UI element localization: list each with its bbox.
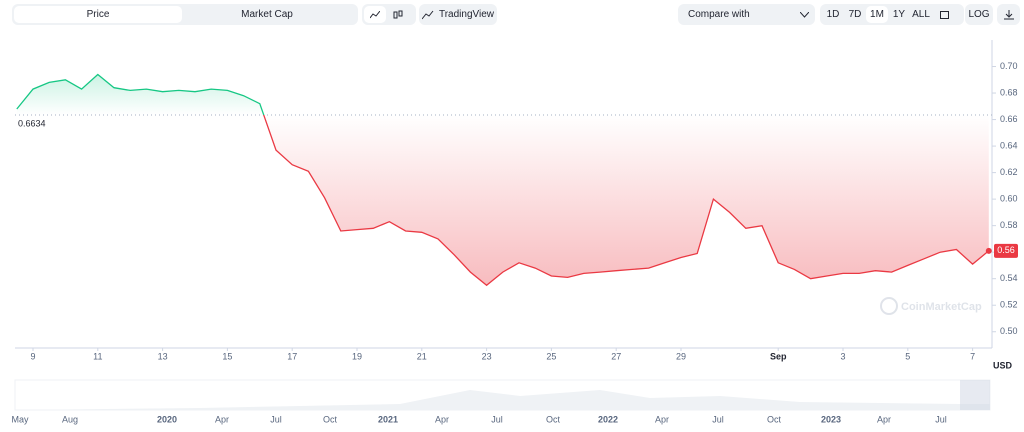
y-tick-label: 0.62 xyxy=(1000,167,1018,177)
range-button[interactable]: ALL xyxy=(912,9,930,20)
y-tick-label: 0.52 xyxy=(1000,300,1018,310)
navigator-label: Apr xyxy=(877,414,891,424)
y-tick-label: 0.50 xyxy=(1000,326,1018,336)
price-tag-label: 0.56 xyxy=(997,245,1015,255)
x-tick-label: 19 xyxy=(352,351,362,361)
navigator-label: Apr xyxy=(655,414,669,424)
navigator-label: Oct xyxy=(323,414,338,424)
x-tick-label: 17 xyxy=(287,351,297,361)
x-tick-label: 5 xyxy=(905,351,910,361)
area-fill xyxy=(16,74,989,286)
navigator-label: Oct xyxy=(767,414,782,424)
icon xyxy=(1003,9,1014,19)
x-tick-label: 13 xyxy=(158,351,168,361)
chart-style-group xyxy=(362,4,416,25)
candle-style-button[interactable] xyxy=(386,6,410,23)
x-tick-label: 9 xyxy=(30,351,35,361)
compare-select[interactable]: Compare with xyxy=(678,4,815,25)
x-tick-label: 21 xyxy=(417,351,427,361)
download-button[interactable] xyxy=(997,4,1020,25)
icon xyxy=(393,10,403,18)
select-label: Compare with xyxy=(688,9,750,20)
range-button[interactable]: 1Y xyxy=(892,9,906,20)
navigator-label: Jul xyxy=(712,414,724,424)
navigator-label: Oct xyxy=(546,414,561,424)
watermark-text: CoinMarketCap xyxy=(901,301,982,313)
x-tick-label: 23 xyxy=(482,351,492,361)
tab[interactable]: Market Cap xyxy=(241,9,293,20)
navigator-label: May xyxy=(11,414,29,424)
y-tick-label: 0.58 xyxy=(1000,220,1018,230)
icon xyxy=(939,11,949,19)
tab[interactable]: Price xyxy=(14,6,182,23)
watermark: CoinMarketCap xyxy=(880,297,982,315)
icon xyxy=(800,11,809,18)
navigator-label: Aug xyxy=(62,414,78,424)
navigator-label: Jul xyxy=(270,414,282,424)
navigator-label: Apr xyxy=(435,414,449,424)
navigator-label: Jul xyxy=(935,414,947,424)
range-button[interactable]: 1D xyxy=(826,9,840,20)
navigator-label: 2022 xyxy=(598,414,618,424)
range-button[interactable]: 1M xyxy=(866,6,888,23)
calendar-button[interactable] xyxy=(932,6,956,23)
tradingview-button[interactable]: TradingView xyxy=(419,4,497,25)
x-tick-label: 27 xyxy=(611,351,621,361)
range-group: 1D 7D 1M 1Y ALL xyxy=(820,4,964,25)
x-tick-label: Sep xyxy=(770,351,787,361)
navigator-label: Apr xyxy=(215,414,229,424)
price-tag xyxy=(994,243,1018,258)
price-line xyxy=(16,73,990,287)
log-button[interactable]: LOG xyxy=(965,4,993,25)
y-tick-label: 0.60 xyxy=(1000,194,1018,204)
navigator-window[interactable] xyxy=(960,380,990,410)
x-tick-label: 29 xyxy=(676,351,686,361)
y-tick-label: 0.66 xyxy=(1000,114,1018,124)
range-button[interactable]: 7D xyxy=(848,9,862,20)
navigator-label: 2021 xyxy=(378,414,398,424)
tab-group: Price Market Cap xyxy=(12,4,358,25)
icon xyxy=(421,10,434,19)
navigator-label: 2023 xyxy=(821,414,841,424)
baseline-label: 0.6634 xyxy=(18,118,46,128)
x-tick-label: 7 xyxy=(970,351,975,361)
y-tick-label: 0.64 xyxy=(1000,140,1018,150)
x-tick-label: 25 xyxy=(546,351,556,361)
x-tick-label: 15 xyxy=(222,351,232,361)
y-tick-label: 0.70 xyxy=(1000,61,1018,71)
last-point xyxy=(985,247,992,254)
icon xyxy=(370,10,380,18)
line-style-button[interactable] xyxy=(364,6,386,23)
y-tick-label: 0.68 xyxy=(1000,87,1018,97)
y-unit: USD xyxy=(993,360,1013,370)
button-label: TradingView xyxy=(438,9,495,20)
x-tick-label: 3 xyxy=(840,351,845,361)
navigator-label: 2020 xyxy=(157,414,177,424)
navigator-area xyxy=(15,390,990,410)
x-tick-label: 11 xyxy=(93,351,102,361)
y-tick-label: 0.54 xyxy=(1000,273,1018,283)
navigator-label: Jul xyxy=(491,414,503,424)
